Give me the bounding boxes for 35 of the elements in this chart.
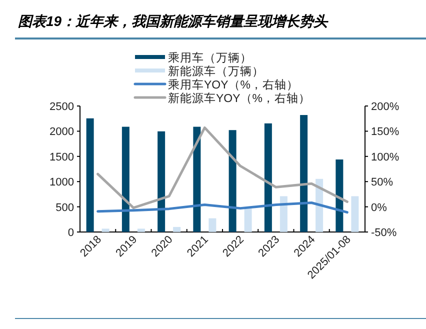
bar bbox=[208, 218, 216, 232]
legend-label: 新能源车（万辆） bbox=[168, 64, 264, 78]
bar bbox=[137, 228, 145, 232]
y2-tick-label: 0% bbox=[371, 202, 388, 214]
y-tick-label: 1000 bbox=[50, 176, 74, 189]
y2-tick-label: -50% bbox=[371, 227, 397, 239]
y2-tick-label: 50% bbox=[371, 176, 394, 189]
bar bbox=[300, 115, 308, 232]
chart-title: 图表19：近年来，我国新能源车销量呈现增长势头 bbox=[18, 13, 329, 29]
bar bbox=[336, 159, 344, 232]
bar bbox=[264, 123, 272, 232]
bar bbox=[228, 130, 236, 232]
line-series bbox=[96, 126, 348, 210]
bar bbox=[158, 131, 166, 232]
line-series bbox=[96, 202, 348, 214]
legend-label: 乘用车YOY（%，右轴） bbox=[168, 78, 299, 92]
bar bbox=[351, 196, 359, 232]
bar bbox=[102, 228, 110, 232]
bar bbox=[316, 178, 324, 232]
y-tick-label: 2500 bbox=[50, 101, 74, 113]
bar bbox=[122, 126, 130, 232]
y2-tick-label: 200% bbox=[371, 101, 400, 113]
bar bbox=[193, 126, 201, 232]
y-tick-label: 0 bbox=[68, 227, 74, 239]
y-tick-label: 1500 bbox=[50, 151, 74, 164]
y-tick-label: 2000 bbox=[50, 126, 74, 138]
y2-tick-label: 150% bbox=[371, 126, 400, 138]
legend-label: 新能源车YOY（%，右轴） bbox=[168, 91, 311, 105]
bar bbox=[86, 118, 94, 232]
legend-label: 乘用车（万辆） bbox=[168, 50, 252, 64]
bar bbox=[244, 208, 252, 232]
y-tick-label: 500 bbox=[56, 202, 74, 214]
y2-tick-label: 100% bbox=[371, 151, 400, 164]
bar bbox=[280, 196, 288, 232]
bar bbox=[173, 226, 181, 232]
